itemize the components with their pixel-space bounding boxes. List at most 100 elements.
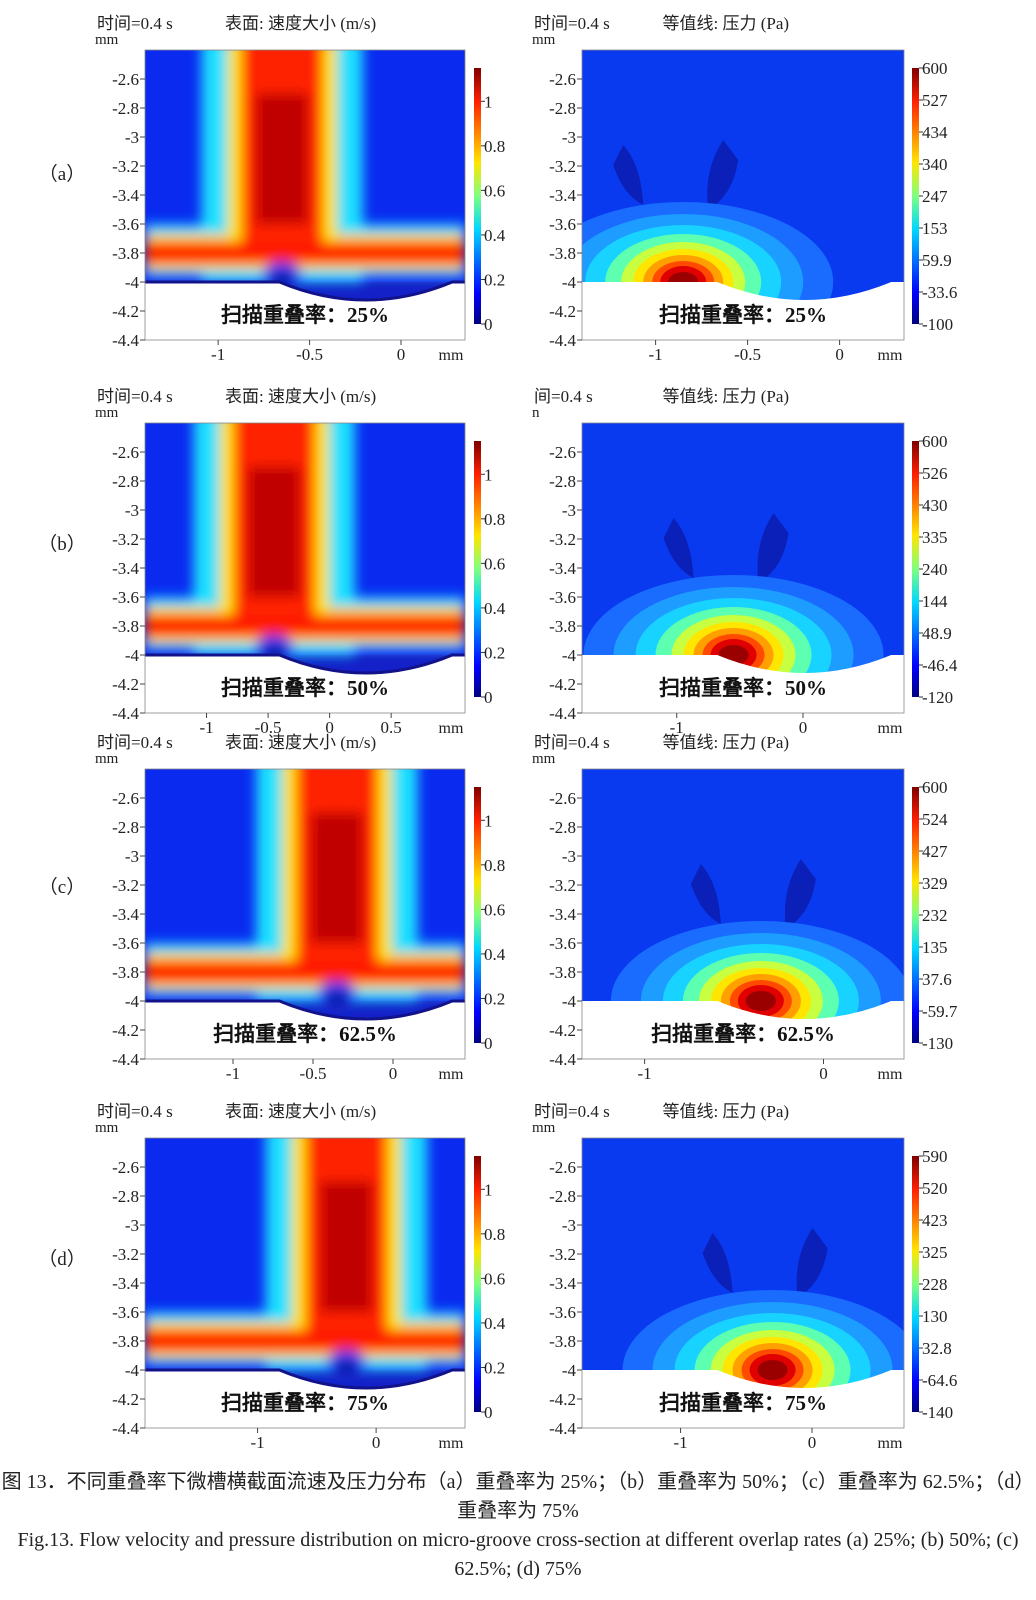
overlap-label: 扫描重叠率：50% bbox=[221, 676, 389, 700]
y-unit-label: mm bbox=[532, 1120, 556, 1136]
x-tick-label: 0 bbox=[835, 345, 844, 364]
y-tick-label: -4.2 bbox=[112, 1021, 139, 1040]
y-tick-label: -2.6 bbox=[112, 1158, 139, 1177]
velocity-jets bbox=[145, 769, 465, 1009]
x-tick-label: -1 bbox=[211, 345, 225, 364]
plot-title: 等值线: 压力 (Pa) bbox=[663, 387, 790, 406]
y-tick-label: -4 bbox=[125, 646, 140, 665]
y-tick-label: -3.8 bbox=[549, 617, 576, 636]
colorbar-tick-label: 0 bbox=[484, 1403, 493, 1422]
y-tick-label: -2.6 bbox=[112, 789, 139, 808]
groove-boundary bbox=[145, 653, 465, 675]
colorbar bbox=[912, 787, 919, 1043]
plot-title: 等值线: 压力 (Pa) bbox=[663, 1102, 790, 1121]
time-label: 时间=0.4 s bbox=[534, 1102, 610, 1121]
colorbar-tick-label: 0.2 bbox=[484, 270, 505, 289]
x-tick-label: -0.5 bbox=[300, 1064, 327, 1083]
y-tick-label: -3.2 bbox=[549, 1245, 576, 1264]
time-label: 时间=0.4 s bbox=[97, 14, 173, 33]
y-tick-label: -4 bbox=[125, 273, 140, 292]
velocity-panel-1: 时间=0.4 s 表面: 速度大小 (m/s) mm -2.6 -2.8 -3 -3.2 -3… bbox=[95, 387, 506, 737]
colorbar bbox=[912, 1156, 919, 1412]
colorbar-tick-label: 135 bbox=[922, 938, 948, 957]
y-tick-label: -2.6 bbox=[549, 443, 576, 462]
colorbar-tick-label: 0.8 bbox=[484, 856, 505, 875]
y-tick-label: -3.8 bbox=[112, 963, 139, 982]
groove-wall bbox=[582, 1370, 904, 1428]
colorbar-tick-label: 0.6 bbox=[484, 181, 505, 200]
y-unit-label: mm bbox=[95, 751, 119, 767]
y-tick-label: -4.4 bbox=[112, 1419, 139, 1438]
time-label: 间=0.4 s bbox=[534, 387, 593, 406]
y-tick-label: -3.2 bbox=[112, 1245, 139, 1264]
x-tick-label: -1 bbox=[251, 1433, 265, 1452]
pressure-contour-9 bbox=[757, 1360, 788, 1380]
plot-title: 等值线: 压力 (Pa) bbox=[663, 733, 790, 752]
colorbar-tick-label: 0 bbox=[484, 315, 493, 334]
colorbar-tick-label: 329 bbox=[922, 874, 948, 893]
overlap-label: 扫描重叠率：25% bbox=[659, 303, 827, 327]
y-tick-label: -2.8 bbox=[549, 1187, 576, 1206]
x-tick-label: -1 bbox=[670, 718, 684, 737]
groove-wall bbox=[582, 1001, 904, 1059]
groove-boundary bbox=[145, 999, 465, 1021]
y-tick-label: -3 bbox=[125, 128, 139, 147]
colorbar-tick-label: 232 bbox=[922, 906, 948, 925]
colorbar-tick-label: 144 bbox=[922, 592, 948, 611]
y-tick-label: -3 bbox=[562, 1216, 576, 1235]
colorbar-tick-label: 423 bbox=[922, 1211, 948, 1230]
plot-title: 表面: 速度大小 (m/s) bbox=[225, 733, 376, 752]
y-tick-label: -4.2 bbox=[549, 1390, 576, 1409]
y-tick-label: -3 bbox=[562, 128, 576, 147]
y-tick-label: -3.8 bbox=[112, 617, 139, 636]
y-tick-label: -3.8 bbox=[549, 1332, 576, 1351]
x-tick-label: -1 bbox=[673, 1433, 687, 1452]
y-tick-label: -2.8 bbox=[112, 99, 139, 118]
y-tick-label: -4.2 bbox=[549, 675, 576, 694]
y-tick-label: -3.2 bbox=[549, 530, 576, 549]
y-tick-label: -4 bbox=[562, 992, 577, 1011]
colorbar-tick-label: 335 bbox=[922, 528, 948, 547]
y-tick-label: -4.4 bbox=[549, 1419, 576, 1438]
y-tick-label: -3 bbox=[562, 847, 576, 866]
overlap-label: 扫描重叠率：25% bbox=[221, 303, 389, 327]
velocity-panel-2: 时间=0.4 s 表面: 速度大小 (m/s) mm -2.6 -2.8 -3 -3.2 -3… bbox=[95, 733, 506, 1083]
colorbar-tick-label: 130 bbox=[922, 1307, 948, 1326]
y-unit-label: mm bbox=[95, 405, 119, 421]
pressure-field bbox=[582, 769, 904, 1059]
y-tick-label: -3 bbox=[562, 501, 576, 520]
x-tick-label: 0 bbox=[325, 718, 334, 737]
x-unit-label: mm bbox=[439, 347, 464, 364]
plot-title: 表面: 速度大小 (m/s) bbox=[225, 14, 376, 33]
velocity-jets bbox=[145, 50, 465, 290]
y-tick-label: -3.2 bbox=[549, 876, 576, 895]
y-tick-label: -4.4 bbox=[549, 1050, 576, 1069]
colorbar-tick-label: 0.6 bbox=[484, 554, 505, 573]
overlap-label: 扫描重叠率：62.5% bbox=[213, 1022, 397, 1046]
time-label: 时间=0.4 s bbox=[534, 14, 610, 33]
y-tick-label: -3.8 bbox=[112, 244, 139, 263]
x-unit-label: mm bbox=[878, 1066, 903, 1083]
velocity-jets bbox=[145, 1138, 465, 1378]
y-tick-label: -3.2 bbox=[549, 157, 576, 176]
plot-title: 表面: 速度大小 (m/s) bbox=[225, 1102, 376, 1121]
y-unit-label: mm bbox=[532, 751, 556, 767]
plot-title: 表面: 速度大小 (m/s) bbox=[225, 387, 376, 406]
y-tick-label: -3.2 bbox=[112, 876, 139, 895]
y-tick-label: -2.6 bbox=[112, 443, 139, 462]
x-tick-label: 0 bbox=[397, 345, 406, 364]
x-tick-label: 0 bbox=[372, 1433, 381, 1452]
colorbar-tick-label: 527 bbox=[922, 91, 948, 110]
time-label: 时间=0.4 s bbox=[97, 387, 173, 406]
groove-wall bbox=[145, 282, 465, 340]
velocity-panel-3: 时间=0.4 s 表面: 速度大小 (m/s) mm -2.6 -2.8 -3 -3.2 -3… bbox=[95, 1102, 506, 1452]
time-label: 时间=0.4 s bbox=[534, 733, 610, 752]
y-tick-label: -3 bbox=[125, 847, 139, 866]
y-tick-label: -3.8 bbox=[549, 963, 576, 982]
velocity-jets bbox=[145, 423, 465, 663]
velocity-field bbox=[145, 1138, 465, 1428]
y-tick-label: -3.4 bbox=[549, 559, 576, 578]
row-label-2: （c） bbox=[39, 876, 85, 898]
pressure-field bbox=[582, 423, 904, 713]
colorbar bbox=[474, 1156, 481, 1412]
